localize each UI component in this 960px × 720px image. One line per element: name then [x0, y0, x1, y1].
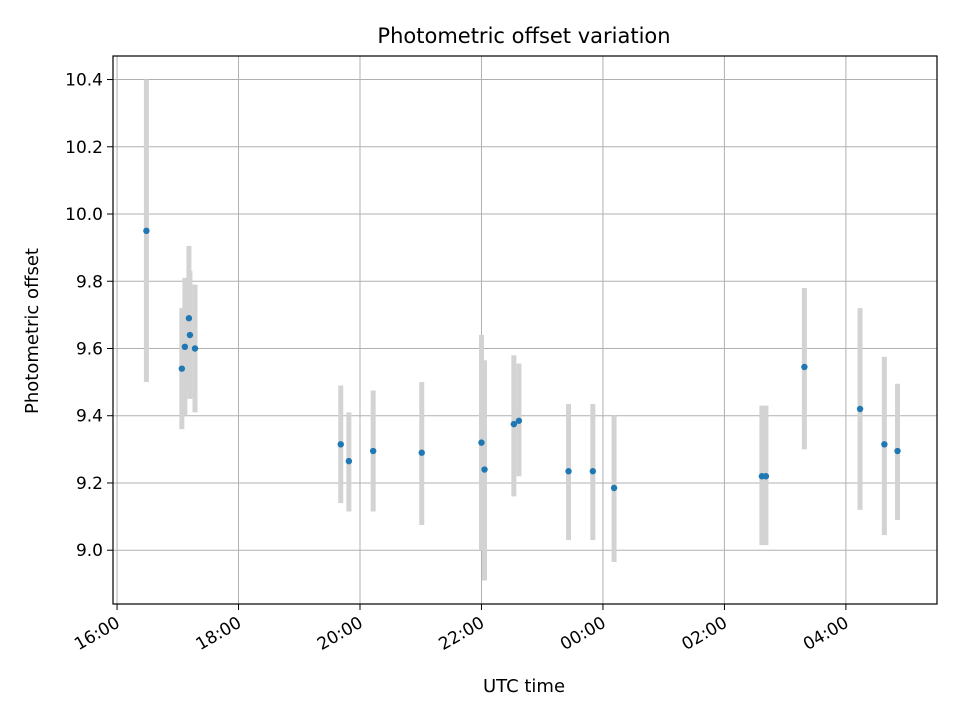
data-point — [762, 473, 770, 480]
data-point — [186, 331, 194, 339]
x-axis-title: UTC time — [483, 676, 565, 697]
data-point — [478, 439, 485, 446]
data-point — [510, 420, 518, 428]
y-tick-label: 9.0 — [76, 541, 103, 561]
data-point — [185, 315, 193, 322]
data-point — [565, 468, 572, 475]
data-point — [181, 343, 189, 351]
data-point — [337, 441, 344, 448]
y-tick-label: 9.8 — [76, 272, 103, 292]
y-tick-label: 9.2 — [76, 474, 103, 494]
chart-title: Photometric offset variation — [377, 24, 670, 48]
y-tick-label: 9.4 — [76, 407, 103, 427]
y-axis-ticks: 9.0 9.2 9.4 9.6 9.8 10.0 10.2 10.4 — [65, 71, 113, 561]
data-point — [610, 484, 618, 492]
data-point — [418, 449, 425, 456]
y-tick-label: 9.6 — [76, 339, 103, 359]
y-tick-label: 10.0 — [65, 205, 103, 225]
data-point — [589, 468, 597, 475]
data-point — [894, 447, 901, 455]
data-point — [178, 365, 186, 372]
gridlines — [113, 56, 937, 604]
data-point — [143, 227, 150, 235]
data-point — [881, 441, 888, 448]
data-point — [515, 417, 523, 424]
data-points — [143, 227, 901, 492]
data-point — [191, 345, 199, 352]
data-point — [856, 405, 864, 413]
y-axis-title: Photometric offset — [22, 248, 43, 414]
data-point — [801, 363, 808, 371]
y-tick-label: 10.2 — [65, 138, 103, 158]
data-point — [345, 457, 353, 465]
plot-area-frame — [112, 55, 938, 605]
data-point — [369, 447, 377, 455]
y-tick-label: 10.4 — [65, 71, 103, 91]
data-point — [481, 466, 488, 473]
